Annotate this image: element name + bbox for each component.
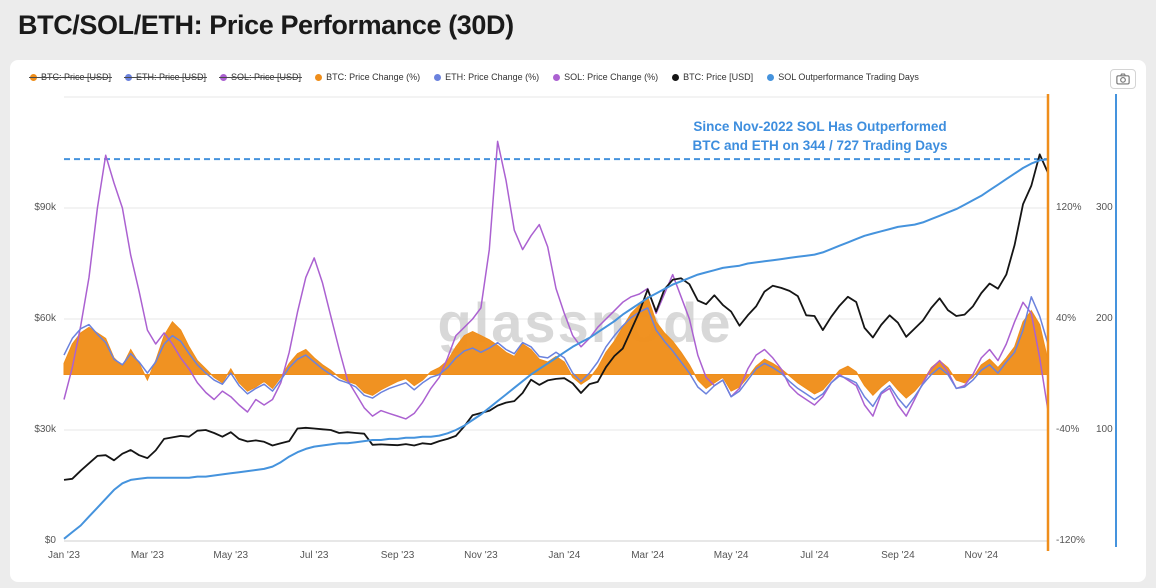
x-tick: Sep '23 [380, 550, 415, 561]
chart-plot-area: glassnode [63, 94, 1117, 551]
legend-item-4[interactable]: ETH: Price Change (%) [434, 72, 539, 82]
x-tick: Jan '23 [48, 550, 80, 561]
y-tick-left: $90k [34, 202, 56, 213]
legend-dot [767, 73, 775, 81]
series-line-1 [63, 140, 1049, 420]
legend-dot [553, 73, 561, 81]
x-tick: Sep '24 [881, 550, 915, 561]
x-tick: Mar '23 [130, 550, 164, 561]
camera-button[interactable] [1110, 69, 1136, 89]
y-tick-days: 300 [1096, 202, 1113, 213]
legend-item-label: SOL: Price Change (%) [564, 72, 659, 82]
y-tick-left: $60k [34, 313, 56, 324]
legend: BTC: Price [USD] ETH: Price [USD] SOL: Pri… [28, 72, 1096, 82]
legend-item-3[interactable]: BTC: Price Change (%) [315, 72, 420, 82]
annotation-line-2: BTC and ETH on 344 / 727 Trading Days [692, 138, 948, 153]
chart-annotation: Since Nov-2022 SOL Has Outperformed BTC … [585, 117, 1055, 155]
x-tick: Nov '23 [464, 550, 498, 561]
y-tick-days: 100 [1096, 424, 1113, 435]
annotation-line-1: Since Nov-2022 SOL Has Outperformed [693, 119, 947, 134]
x-tick: Jul '23 [299, 550, 329, 561]
page-title: BTC/SOL/ETH: Price Performance (30D) [18, 10, 514, 40]
x-tick: Mar '24 [631, 550, 665, 561]
y-tick-left: $30k [34, 424, 56, 435]
chart-panel: BTC: Price [USD] ETH: Price [USD] SOL: Pri… [10, 60, 1146, 582]
y-tick-pct: -120% [1056, 535, 1085, 546]
x-tick: Jan '24 [548, 550, 581, 561]
y-tick-pct: 40% [1056, 313, 1077, 324]
legend-item-0[interactable]: BTC: Price [USD] [28, 72, 113, 82]
legend-item-1[interactable]: ETH: Price [USD] [124, 72, 208, 82]
y-tick-pct: -40% [1056, 424, 1080, 435]
legend-item-2[interactable]: SOL: Price [USD] [219, 72, 303, 82]
legend-dot [315, 73, 323, 81]
x-tick: Nov '24 [964, 550, 999, 561]
legend-item-7[interactable]: SOL Outperformance Trading Days [767, 72, 919, 82]
x-tick: Jul '24 [800, 550, 829, 561]
legend-item-label: BTC: Price [USD] [683, 72, 754, 82]
x-tick: May '24 [713, 550, 749, 561]
y-tick-left: $0 [44, 535, 56, 546]
legend-item-label: ETH: Price Change (%) [445, 72, 540, 82]
legend-item-label: SOL Outperformance Trading Days [778, 72, 919, 82]
x-tick: May '23 [213, 550, 249, 561]
series-line-3 [63, 153, 1049, 481]
y-tick-days: 200 [1096, 313, 1113, 324]
y-tick-pct: 120% [1056, 202, 1082, 213]
legend-item-5[interactable]: SOL: Price Change (%) [553, 72, 658, 82]
series-area-0 [63, 295, 1049, 399]
legend-dot [672, 73, 680, 81]
series-line-4 [63, 158, 1049, 540]
legend-item-6[interactable]: BTC: Price [USD] [672, 72, 753, 82]
camera-icon [1116, 73, 1130, 85]
legend-dot [434, 73, 442, 81]
legend-item-label: BTC: Price Change (%) [326, 72, 421, 82]
series-line-2 [63, 296, 1049, 409]
